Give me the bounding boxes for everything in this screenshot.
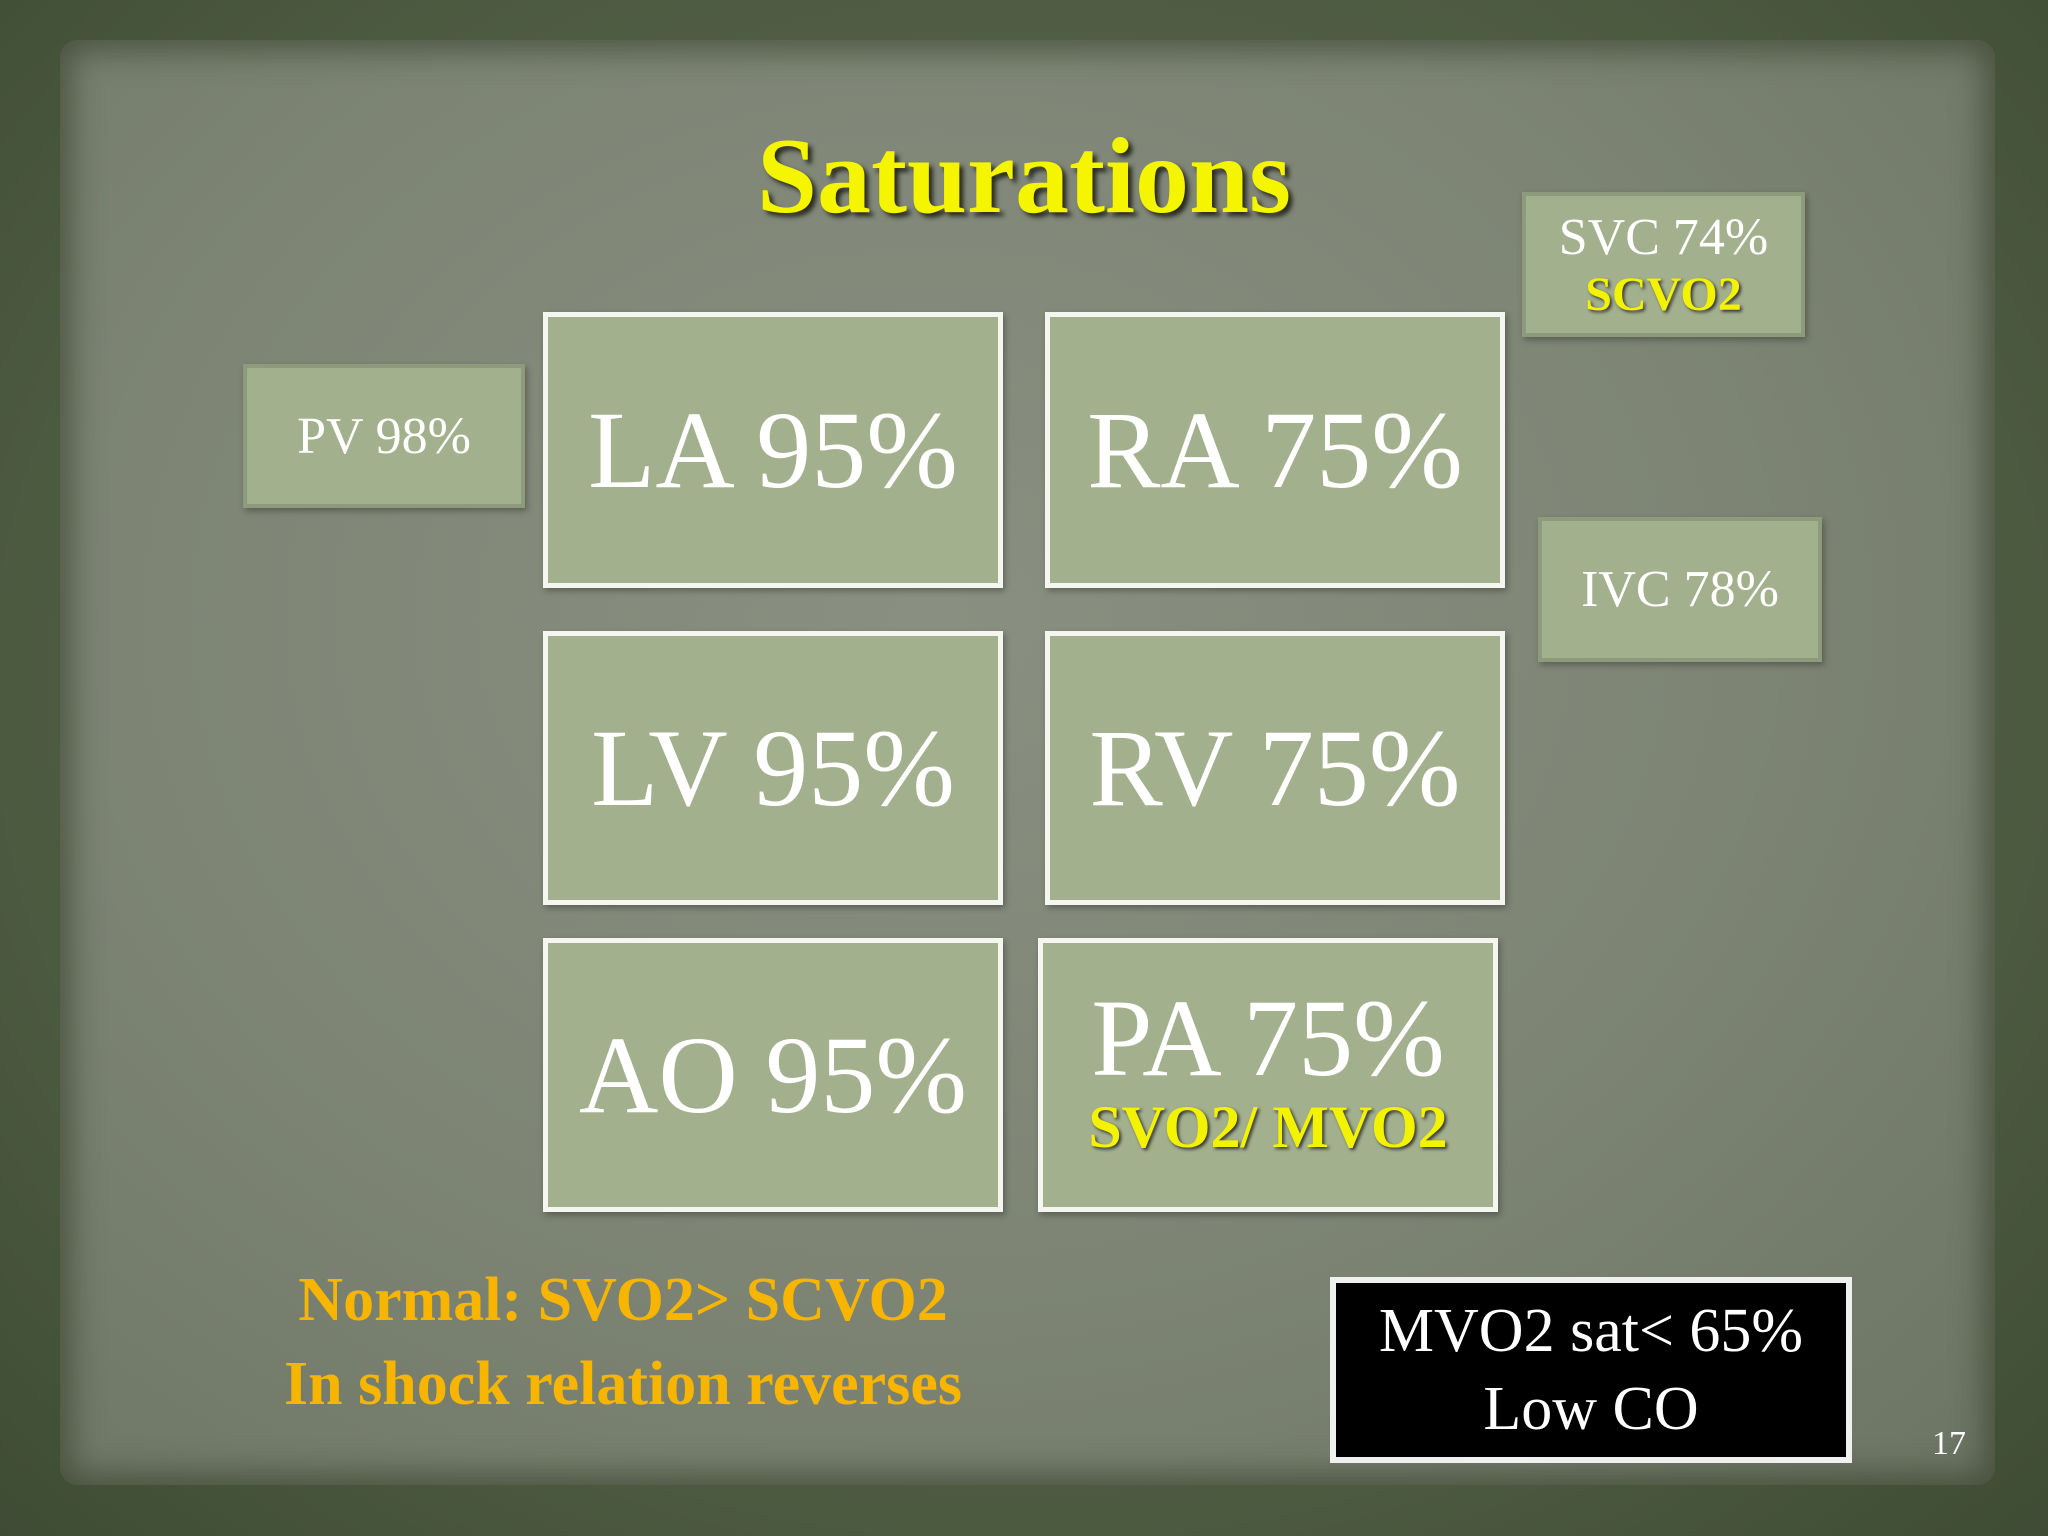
ao-box: AO 95% — [543, 938, 1003, 1212]
box-label: PA 75% — [1091, 977, 1445, 1099]
box-sublabel: SCVO2 — [1585, 267, 1742, 321]
note-line: In shock relation reverses — [284, 1350, 962, 1418]
box-label: RA 75% — [1087, 388, 1463, 511]
callout-line: MVO2 sat< 65% — [1378, 1297, 1804, 1365]
box-label: RV 75% — [1089, 706, 1461, 829]
pv-box: PV 98% — [243, 364, 525, 508]
box-label: IVC 78% — [1581, 561, 1779, 618]
pa-box: PA 75% SVO2/ MVO2 — [1038, 938, 1498, 1212]
box-label: AO 95% — [578, 1013, 967, 1136]
page-number: 17 — [1932, 1425, 1966, 1462]
box-label: PV 98% — [297, 407, 471, 465]
box-sublabel: SVO2/ MVO2 — [1088, 1094, 1448, 1160]
lv-box: LV 95% — [543, 631, 1003, 905]
ra-box: RA 75% — [1045, 312, 1505, 588]
title: Saturations — [756, 117, 1292, 236]
ivc-box: IVC 78% — [1538, 517, 1822, 662]
box-label: LA 95% — [588, 388, 958, 511]
callout-box: MVO2 sat< 65% Low CO — [1330, 1277, 1852, 1463]
box-label: LV 95% — [591, 706, 955, 829]
box-label: SVC 74% — [1558, 208, 1769, 266]
note: Normal: SVO2> SCVO2 In shock relation re… — [150, 1258, 1096, 1426]
note-line: Normal: SVO2> SCVO2 — [298, 1266, 948, 1334]
rv-box: RV 75% — [1045, 631, 1505, 905]
svc-box: SVC 74% SCVO2 — [1522, 192, 1805, 337]
callout-line: Low CO — [1483, 1375, 1699, 1443]
la-box: LA 95% — [543, 312, 1003, 588]
